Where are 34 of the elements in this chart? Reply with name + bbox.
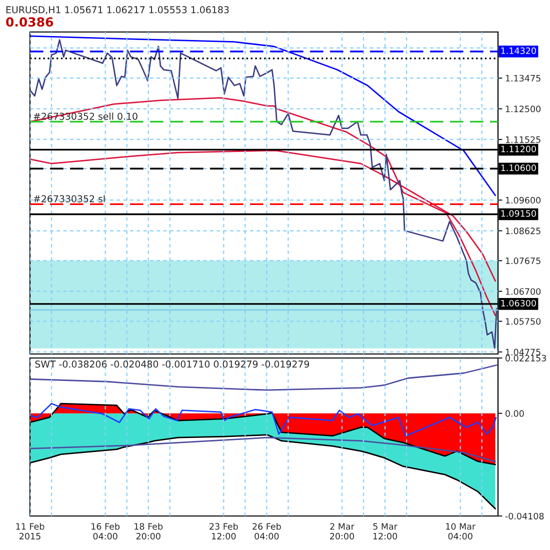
- x-tick-label: 26 Feb 04:00: [252, 522, 281, 540]
- y-tick-label: 1.04775: [506, 348, 540, 356]
- y-tick-label: 0.022153: [506, 354, 546, 362]
- y-tick-label: 0.00: [506, 410, 524, 417]
- x-tick-label: 10 Mar 04:00: [446, 523, 476, 540]
- line-series: [30, 35, 496, 196]
- ref-line-label: 1.14320: [501, 47, 536, 54]
- x-tick-label: 18 Feb 20:00: [134, 522, 163, 540]
- ref-line-label: 1.11200: [501, 146, 536, 152]
- y-tick-label: 1.13475: [506, 74, 540, 82]
- x-tick-label: 5 Mar 12:00: [373, 523, 398, 540]
- text: 0.0386: [6, 17, 54, 27]
- y-tick-label: 1.05750: [506, 318, 541, 325]
- ref-line-label: 1.10600: [501, 164, 536, 172]
- y-tick-label: -0.04108: [505, 512, 544, 520]
- x-tick-label: 23 Feb 12:00: [210, 522, 238, 540]
- ref-line-label: 1.09150: [501, 210, 536, 217]
- y-tick-label: 1.11525: [506, 136, 540, 143]
- line-series: [30, 402, 497, 437]
- x-tick-label: 11 Feb 2015: [16, 522, 44, 540]
- y-tick-label: 1.06700: [506, 288, 541, 295]
- y-tick-label: 1.08625: [506, 228, 540, 234]
- chart-title: SWT -0.038206 -0.020480 -0.001710 0.019279 -0.019279: [35, 360, 310, 368]
- line-series: [30, 39, 498, 349]
- line-series: [30, 97, 496, 316]
- y-tick-label: 1.07675: [506, 258, 540, 264]
- ref-line-label: 1.06300: [501, 300, 536, 306]
- x-tick-label: 16 Feb 04:00: [92, 522, 120, 540]
- y-tick-label: 1.12500: [506, 106, 541, 112]
- x-tick-label: 2 Mar 20:00: [330, 523, 354, 540]
- y-tick-label: 1.09600: [506, 196, 541, 204]
- chart-title: EURUSD,H1 1.05671 1.06217 1.05553 1.06183: [6, 6, 229, 14]
- annotation: #267330352 sl: [34, 195, 105, 202]
- line-series: [30, 436, 496, 462]
